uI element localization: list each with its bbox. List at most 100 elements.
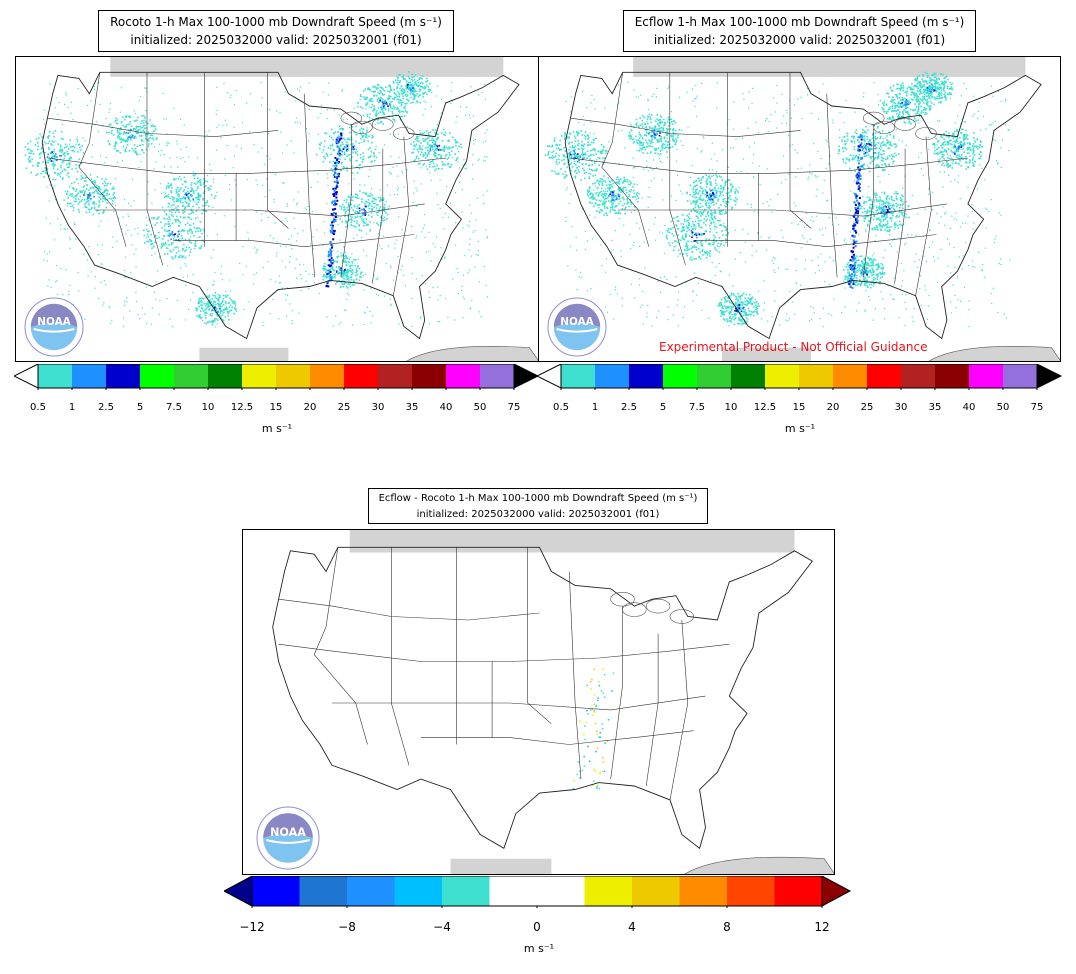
great-lake (392, 127, 415, 140)
map-rocoto[interactable] (15, 56, 539, 362)
caribbean-shade (928, 346, 1060, 361)
great-lake (669, 609, 694, 624)
colorbar-bin (489, 876, 538, 906)
colorbar-tick-label: 7.5 (166, 402, 182, 413)
colorbar-bin (140, 364, 175, 388)
colorbar-bin (765, 364, 800, 388)
noaa-lower (263, 833, 313, 863)
title-ecflow-line1: Ecflow 1-h Max 100-1000 mb Downdraft Spe… (634, 15, 965, 29)
title-rocoto-line2: initialized: 2025032000 valid: 202503200… (130, 33, 422, 47)
colorbar-extend-high (513, 364, 540, 389)
state-boundary (568, 571, 582, 780)
colorbar-tick-label: 0.5 (30, 402, 46, 413)
colorbar-bin (731, 364, 766, 388)
state-boundary (313, 547, 368, 745)
state-boundary (617, 203, 947, 217)
title-ecflow-line2: initialized: 2025032000 valid: 202503200… (653, 33, 946, 47)
great-lake (645, 598, 671, 614)
colorbar-ecflow-unit: m s⁻¹ (784, 422, 816, 435)
colorbar-bin (38, 364, 73, 388)
noaa-bird (556, 328, 598, 333)
disclaimer-text: Experimental Product - Not Official Guid… (659, 340, 928, 354)
colorbar-bin (969, 364, 1004, 388)
noaa-logo-text: NOAA (560, 316, 594, 328)
colorbar-bin (774, 876, 823, 906)
colorbar-diff-unit: m s⁻¹ (523, 942, 555, 955)
colorbar-tick-label: 15 (269, 402, 283, 413)
map-ecflow[interactable]: Experimental Product - Not Official Guid… (538, 56, 1061, 362)
noaa-upper (30, 303, 78, 327)
noaa-lower (30, 322, 78, 351)
colorbar-tick-label: 5 (659, 402, 667, 413)
mexico-shade (450, 858, 552, 874)
colorbar-bin (412, 364, 447, 388)
state-boundary (527, 547, 552, 725)
great-lake (372, 117, 394, 131)
colorbar-bin (901, 364, 936, 388)
colorbar-bin (394, 876, 443, 906)
caribbean-shade (406, 346, 538, 361)
colorbar-bin (537, 876, 585, 906)
great-lake (873, 120, 895, 134)
canada-shade (110, 57, 504, 77)
colorbar-tick-label: 1 (591, 402, 599, 413)
colorbar-bin (299, 876, 348, 906)
state-boundary (894, 148, 906, 284)
great-lake (862, 111, 885, 125)
colorbar-tick-label: 10 (724, 402, 738, 413)
mexico-shade (722, 347, 811, 361)
colorbar-bin (208, 364, 243, 388)
colorbar-tick-label: 35 (405, 402, 419, 413)
colorbar-bin (632, 876, 680, 906)
colorbar-bin (833, 364, 868, 388)
colorbar-tick-label: 10 (201, 402, 215, 413)
colorbar-tick-label: 40 (962, 402, 976, 413)
title-diff-line2: initialized: 2025032000 valid: 202503200… (416, 509, 660, 520)
coastline (41, 71, 520, 340)
colorbar-extend-low (14, 364, 39, 389)
colorbar-bin (867, 364, 902, 388)
colorbar-bin (629, 364, 664, 388)
state-boundary (278, 598, 540, 621)
state-boundary (915, 136, 932, 296)
colorbar-tick-label: 30 (894, 402, 908, 413)
state-boundary (863, 124, 874, 278)
colorbar-tick-label: 35 (928, 402, 942, 413)
colorbar-bin (935, 364, 970, 388)
canada-shade (349, 530, 795, 553)
colorbar-tick-label: 50 (473, 402, 487, 413)
colorbar-bin (1003, 364, 1038, 388)
coastline (272, 546, 813, 850)
state-boundary (94, 203, 425, 217)
state-boundary (303, 93, 315, 278)
colorbar-tick-label: 12.5 (230, 402, 254, 413)
colorbar-tick-label: 0.5 (553, 402, 569, 413)
state-boundary (645, 633, 659, 787)
colorbar-bin (174, 364, 209, 388)
state-boundary (610, 606, 623, 780)
noaa-bird (266, 839, 310, 844)
colorbar-bin (799, 364, 834, 388)
state-boundary (332, 695, 706, 711)
state-boundary (78, 72, 127, 247)
colorbar-bin (242, 364, 277, 388)
map-diff[interactable] (242, 529, 835, 875)
colorbar-bin (106, 364, 141, 388)
noaa-upper (263, 813, 313, 838)
state-boundary (340, 124, 352, 278)
colorbar-bin (663, 364, 698, 388)
title-ecflow: Ecflow 1-h Max 100-1000 mb Downdraft Spe… (623, 10, 976, 52)
noaa-logo-text: NOAA (37, 316, 71, 328)
colorbar-ecflow (537, 364, 1063, 390)
noaa-lower (553, 322, 601, 351)
colorbar-bin (252, 876, 300, 906)
mexico-shade (199, 347, 289, 361)
colorbar-tick-label: 75 (1030, 402, 1044, 413)
colorbar-bin (344, 364, 379, 388)
colorbar-bin (595, 364, 630, 388)
map-ecflow-graphic (544, 57, 1060, 361)
colorbar-bin (697, 364, 732, 388)
colorbar-tick-label: 40 (439, 402, 453, 413)
state-boundary (173, 234, 415, 248)
coastline (564, 71, 1042, 340)
